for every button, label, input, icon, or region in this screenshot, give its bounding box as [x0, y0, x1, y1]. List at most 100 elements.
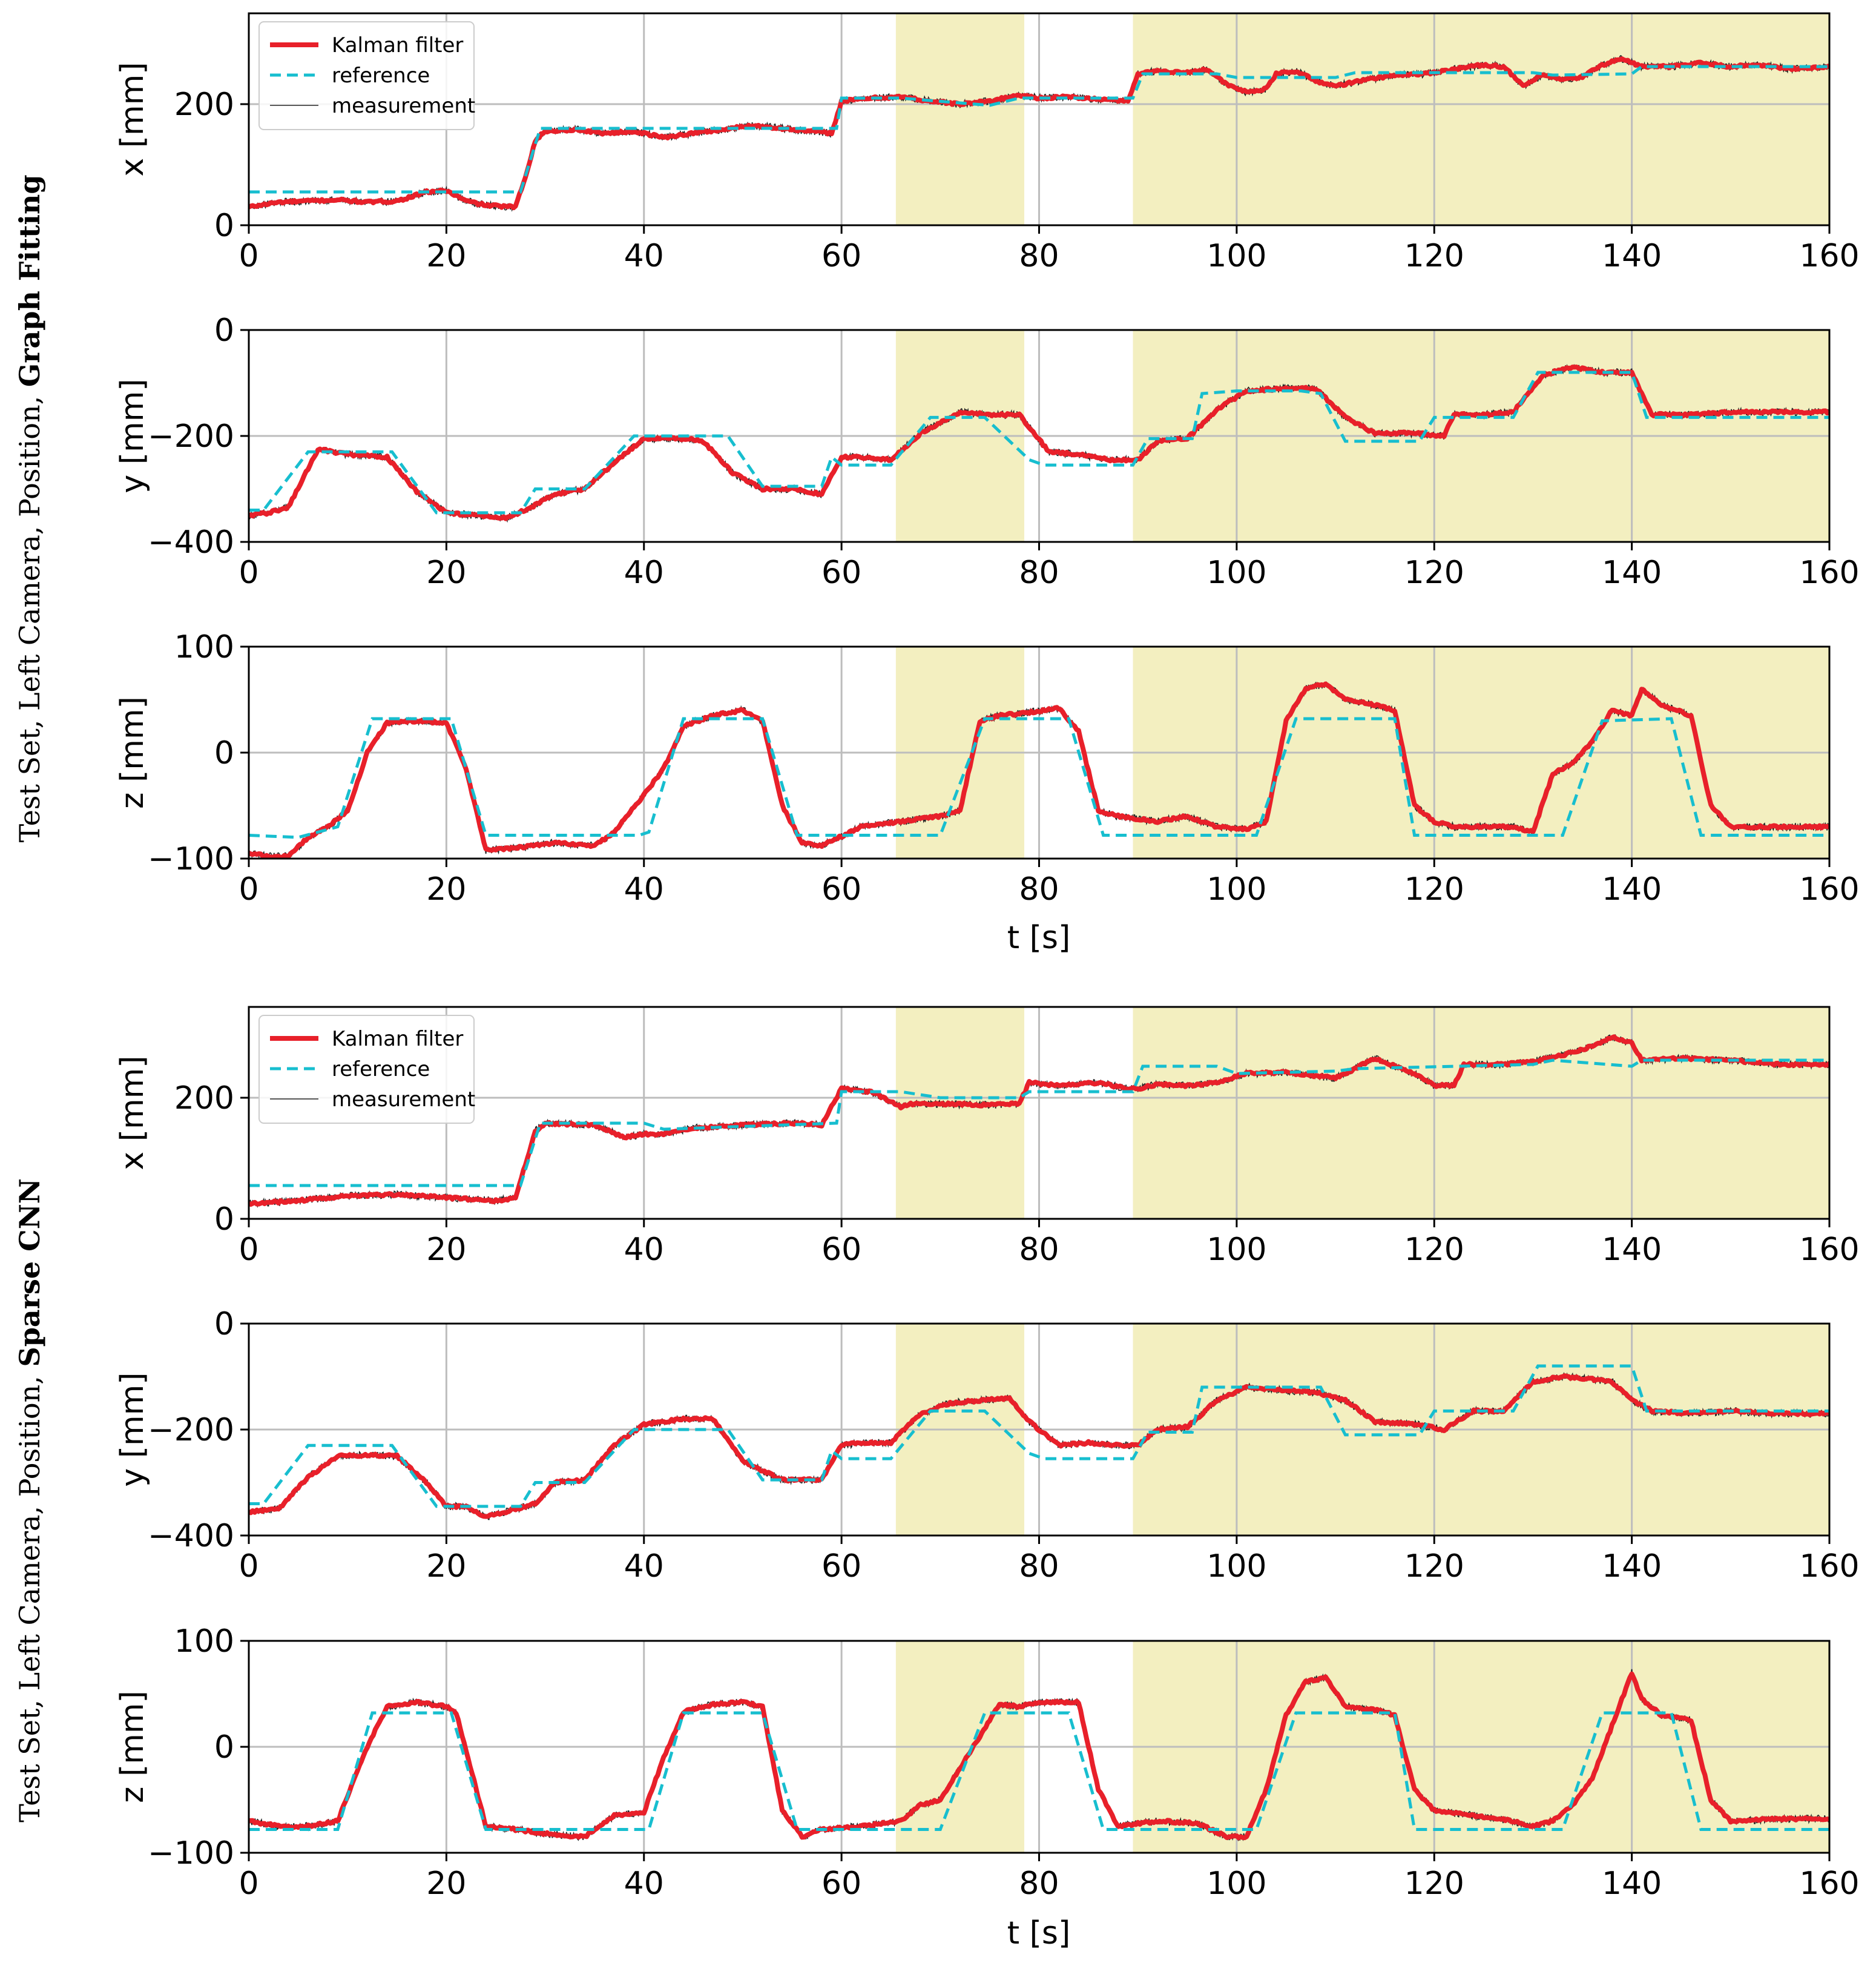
ytick-label-4--200: −200 [148, 1412, 234, 1448]
xtick-label-2-20: 20 [426, 871, 466, 908]
ylabel-0: x [mm] [114, 62, 151, 176]
xtick-label-0-60: 60 [821, 238, 861, 274]
shaded-interval-3-0 [895, 1007, 1025, 1219]
series-kalman-filter-2 [249, 681, 1829, 859]
xtick-label-2-100: 100 [1206, 871, 1266, 908]
xtick-label-1-60: 60 [821, 555, 861, 591]
series-kalman-filter-5 [249, 1671, 1829, 1841]
ytick-label-1--200: −200 [148, 418, 234, 455]
xtick-label-0-120: 120 [1404, 238, 1464, 274]
ytick-label-4-0: 0 [214, 1306, 234, 1342]
xtick-label-1-120: 120 [1404, 555, 1464, 591]
xtick-label-4-140: 140 [1602, 1548, 1662, 1585]
ytick-label-5-100: 100 [174, 1623, 234, 1660]
xtick-label-3-120: 120 [1404, 1232, 1464, 1268]
xtick-label-3-0: 0 [239, 1232, 258, 1268]
xtick-label-3-80: 80 [1019, 1232, 1059, 1268]
xtick-label-5-40: 40 [624, 1865, 664, 1902]
series-reference-2 [249, 717, 1829, 839]
xtick-label-1-20: 20 [426, 555, 466, 591]
xtick-label-1-160: 160 [1799, 555, 1859, 591]
ytick-label-2-100: 100 [174, 629, 234, 665]
xtick-label-1-140: 140 [1602, 555, 1662, 591]
xtick-label-1-100: 100 [1206, 555, 1266, 591]
xtick-label-5-60: 60 [821, 1865, 861, 1902]
xtick-label-4-120: 120 [1404, 1548, 1464, 1585]
xtick-label-2-140: 140 [1602, 871, 1662, 908]
series-kalman-filter-1 [249, 365, 1829, 521]
xtick-label-2-160: 160 [1799, 871, 1859, 908]
xtick-label-0-160: 160 [1799, 238, 1859, 274]
xtick-label-3-100: 100 [1206, 1232, 1266, 1268]
ylabel-3: x [mm] [114, 1055, 151, 1170]
xtick-label-3-60: 60 [821, 1232, 861, 1268]
ytick-label-4--400: −400 [148, 1518, 234, 1554]
xtick-label-5-160: 160 [1799, 1865, 1859, 1902]
xtick-label-2-120: 120 [1404, 871, 1464, 908]
xtick-label-4-60: 60 [821, 1548, 861, 1585]
series-reference-0 [249, 65, 1829, 194]
legend-label-0-1: reference [332, 64, 430, 88]
xtick-label-3-140: 140 [1602, 1232, 1662, 1268]
xtick-label-2-0: 0 [239, 871, 258, 908]
xtick-label-5-120: 120 [1404, 1865, 1464, 1902]
legends: Kalman filter reference measurement Kalman … [258, 21, 475, 1124]
xtick-label-0-0: 0 [239, 238, 258, 274]
xtick-label-3-40: 40 [624, 1232, 664, 1268]
ytick-label-5--100: −100 [148, 1835, 234, 1872]
xtick-label-5-0: 0 [239, 1865, 258, 1902]
xlabel-group-2: t [s] [1007, 1915, 1071, 1951]
xtick-label-4-20: 20 [426, 1548, 466, 1585]
xtick-label-4-40: 40 [624, 1548, 664, 1585]
series-reference-5 [249, 1711, 1829, 1831]
legend-box-3 [258, 1015, 475, 1124]
xlabel-group-1: t [s] [1007, 920, 1071, 956]
xtick-label-2-40: 40 [624, 871, 664, 908]
series-kalman-filter-0 [249, 56, 1829, 211]
ylabel-2: z [mm] [114, 696, 151, 809]
xtick-label-2-60: 60 [821, 871, 861, 908]
xtick-label-1-40: 40 [624, 555, 664, 591]
shaded-interval-3-1 [1133, 1007, 1829, 1219]
xtick-label-0-140: 140 [1602, 238, 1662, 274]
ytick-label-3-200: 200 [174, 1080, 234, 1117]
ytick-label-0-0: 0 [214, 208, 234, 244]
ytick-label-1-0: 0 [214, 312, 234, 349]
ytick-label-2--100: −100 [148, 841, 234, 877]
xtick-label-0-40: 40 [624, 238, 664, 274]
xtick-label-5-140: 140 [1602, 1865, 1662, 1902]
series-reference-1 [249, 371, 1829, 515]
series-kalman-filter-3 [249, 1034, 1829, 1207]
ytick-label-5-0: 0 [214, 1729, 234, 1766]
legend-label-0-0: Kalman filter [332, 33, 463, 58]
legend-label-3-2: measurement [332, 1087, 475, 1112]
series-reference-4 [249, 1364, 1829, 1508]
xtick-label-5-20: 20 [426, 1865, 466, 1902]
xtick-label-4-160: 160 [1799, 1548, 1859, 1585]
xtick-label-2-80: 80 [1019, 871, 1059, 908]
group-label-graph-fitting: Test Set, Left Camera, Position, Graph F… [13, 174, 46, 842]
ytick-label-1--400: −400 [148, 524, 234, 561]
ytick-label-0-200: 200 [174, 87, 234, 123]
legend-label-0-2: measurement [332, 94, 475, 118]
xtick-label-4-100: 100 [1206, 1548, 1266, 1585]
legend-label-3-1: reference [332, 1057, 430, 1081]
xtick-label-4-0: 0 [239, 1548, 258, 1585]
xtick-label-5-100: 100 [1206, 1865, 1266, 1902]
series-kalman-filter-4 [249, 1373, 1829, 1519]
legend-box-0 [258, 21, 475, 130]
ytick-label-3-0: 0 [214, 1201, 234, 1238]
xtick-label-0-20: 20 [426, 238, 466, 274]
xtick-label-0-100: 100 [1206, 238, 1266, 274]
xtick-label-5-80: 80 [1019, 1865, 1059, 1902]
legend-label-3-0: Kalman filter [332, 1027, 463, 1051]
xtick-label-0-80: 80 [1019, 238, 1059, 274]
ylabel-4: y [mm] [114, 1372, 151, 1486]
xtick-label-3-20: 20 [426, 1232, 466, 1268]
ylabel-1: y [mm] [114, 378, 151, 493]
xtick-label-3-160: 160 [1799, 1232, 1859, 1268]
shaded-interval-0-1 [1133, 13, 1829, 225]
xtick-label-1-80: 80 [1019, 555, 1059, 591]
